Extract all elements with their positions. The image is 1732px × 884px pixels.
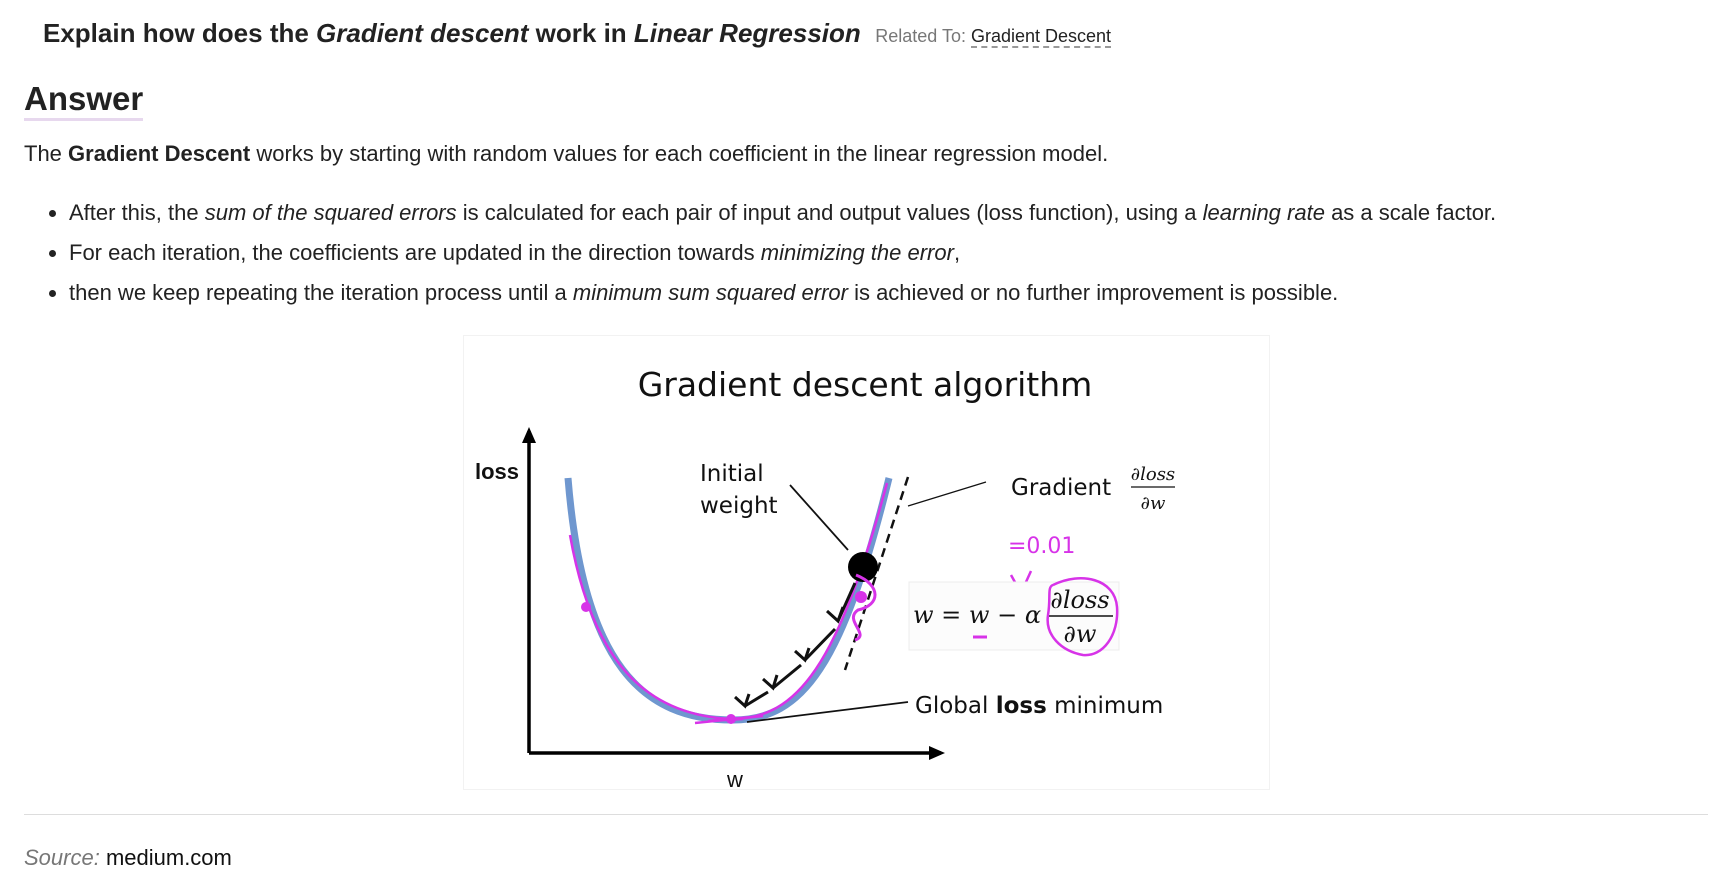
update-rule-lhs: w = w − α [913, 601, 1041, 629]
scribble-dot [726, 714, 736, 724]
related-label: Related To: [875, 26, 966, 46]
figure-title: Gradient descent algorithm [638, 365, 1093, 404]
answer-bullets: After this, the sum of the squared error… [24, 198, 1496, 318]
global-minimum-label: Global loss minimum [915, 693, 1163, 719]
related-link[interactable]: Gradient Descent [970, 26, 1112, 48]
gradient-descent-figure: Gradient descent algorithm loss w [463, 335, 1270, 792]
descent-arrows [733, 582, 857, 709]
initial-weight-ball [848, 552, 878, 582]
gradient-leader [907, 481, 987, 507]
tangent-line [843, 476, 910, 671]
gradient-fraction-denominator: ∂w [1141, 493, 1166, 514]
initial-weight-label-line1: Initial [700, 461, 764, 487]
scribble-dot [855, 591, 867, 603]
y-axis-label: loss [475, 459, 519, 484]
question-header: Explain how does the Gradient descent wo… [43, 18, 1112, 49]
divider [24, 814, 1708, 815]
update-rule-numerator: ∂loss [1050, 586, 1109, 614]
alpha-annotation: =0.01 [1008, 534, 1075, 559]
related-to: Related To: Gradient Descent [875, 26, 1112, 48]
bullet-item: After this, the sum of the squared error… [69, 198, 1496, 238]
bullet-item: then we keep repeating the iteration pro… [69, 278, 1496, 318]
answer-intro: The Gradient Descent works by starting w… [24, 141, 1109, 166]
x-axis-arrow [929, 746, 945, 760]
question-title: Explain how does the Gradient descent wo… [43, 18, 861, 48]
y-axis-arrow [522, 427, 536, 443]
global-minimum-leader [746, 701, 909, 723]
source-line: Source: medium.com [24, 845, 232, 871]
gradient-fraction-numerator: ∂loss [1131, 464, 1175, 485]
intro-bold-term: Gradient Descent [68, 141, 251, 166]
update-rule-denominator: ∂w [1064, 620, 1097, 648]
question-term-gradient: Gradient descent [316, 18, 529, 48]
initial-weight-leader [789, 484, 849, 551]
gradient-label: Gradient [1011, 475, 1111, 501]
bullet-item: For each iteration, the coefficients are… [69, 238, 1496, 278]
x-axis-label: w [726, 767, 743, 790]
source-label: Source: [24, 845, 100, 870]
fraction-circle-scribble [1046, 577, 1119, 657]
source-value: medium.com [105, 845, 232, 870]
question-term-regression: Linear Regression [633, 18, 861, 48]
initial-weight-label-line2: weight [700, 493, 778, 519]
gradient-descent-diagram: Gradient descent algorithm loss w [463, 335, 1270, 792]
ball-scribble [851, 573, 877, 642]
answer-heading: Answer [24, 80, 144, 121]
scribble-dot [581, 602, 591, 612]
